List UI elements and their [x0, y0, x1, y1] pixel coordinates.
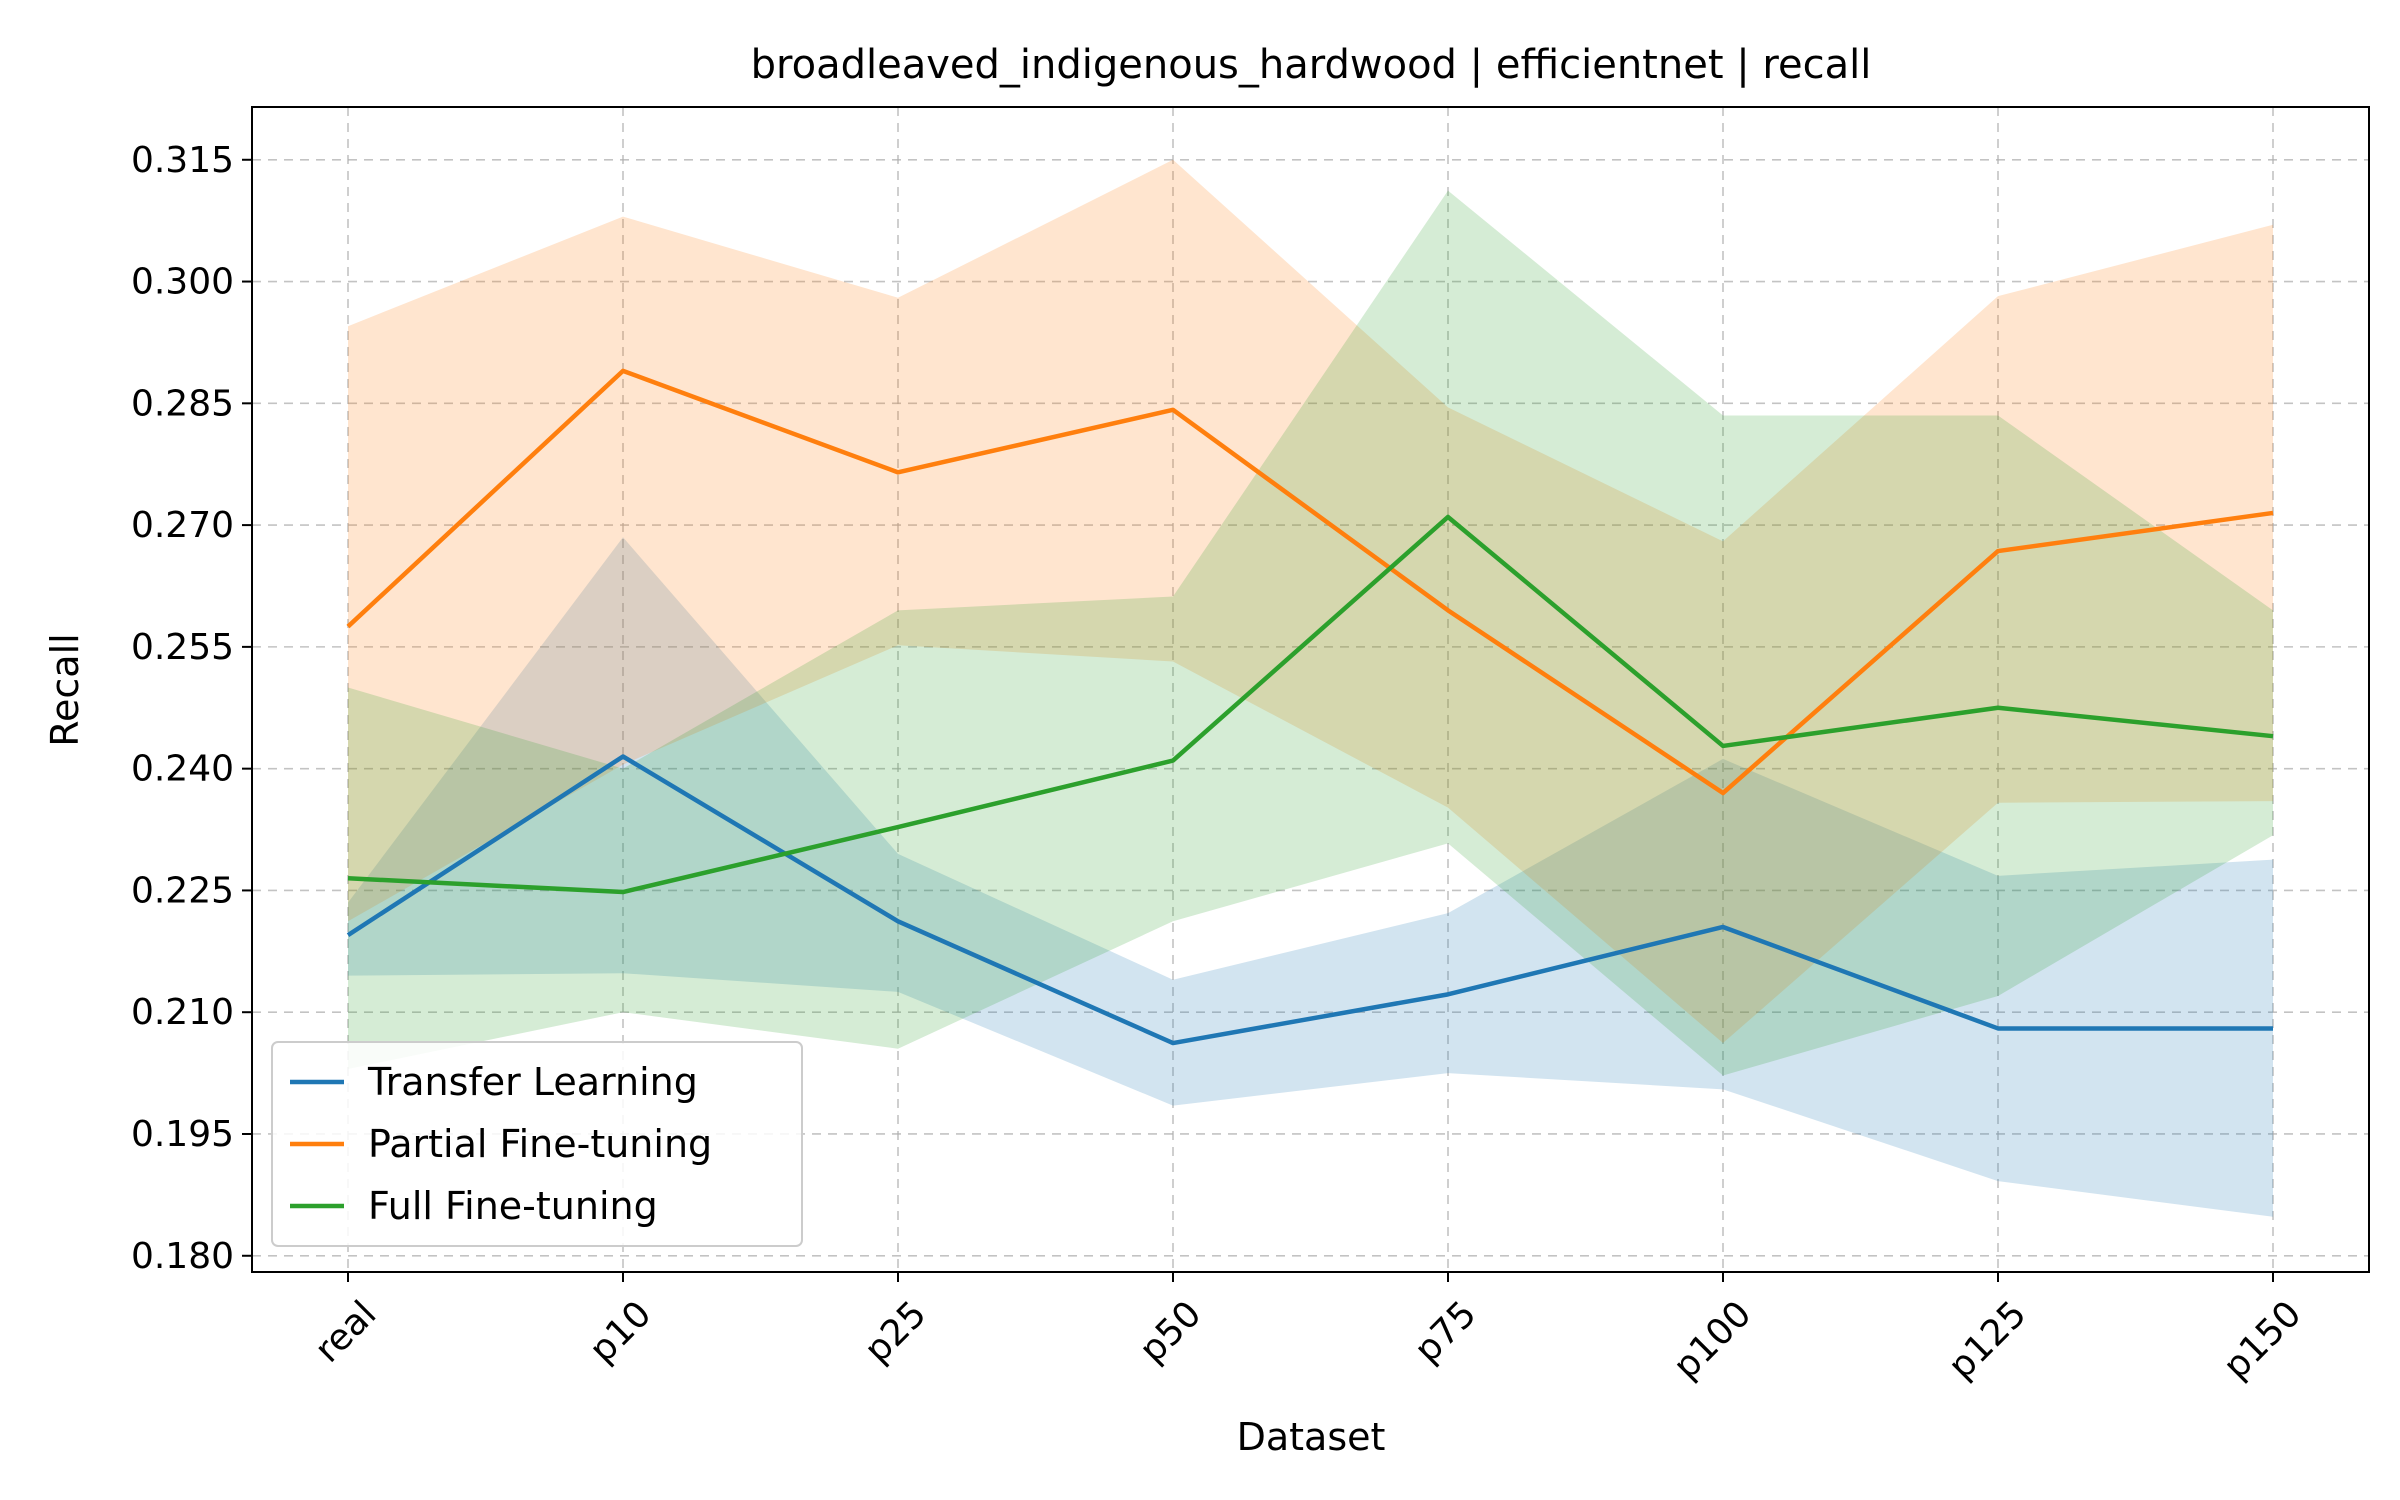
y-tick-label: 0.210 [131, 992, 234, 1033]
y-tick-label: 0.180 [131, 1236, 234, 1277]
y-tick-label: 0.270 [131, 505, 234, 546]
legend: Transfer Learning Partial Fine-tuning Full… [271, 1041, 803, 1247]
y-tick-label: 0.195 [131, 1114, 234, 1155]
series-line-2 [347, 514, 2274, 895]
x-tick-label: p100 [1666, 1293, 1760, 1387]
x-tick-label: p25 [857, 1293, 935, 1371]
y-tick-label: 0.285 [131, 383, 234, 424]
y-axis-label: Recall [43, 633, 87, 746]
y-tick-label: 0.255 [131, 627, 234, 668]
x-tick-label: p50 [1132, 1293, 1210, 1371]
x-axis-label: Dataset [1237, 1415, 1386, 1459]
plot-frame [251, 106, 2370, 1273]
legend-label: Transfer Learning [367, 1060, 698, 1104]
confidence-band-2 [348, 190, 2273, 1076]
x-axis-ticks: real p10 p25 p50 p75 p100 p125 p150 [307, 1272, 2309, 1387]
series-line-0 [346, 754, 2273, 1046]
grid-lines [252, 107, 2369, 1272]
series-line-1 [346, 368, 2274, 796]
legend-box [271, 1041, 803, 1247]
y-axis-ticks: 0.180 0.195 0.210 0.225 0.240 0.255 0.270 0.285… [131, 140, 252, 1277]
confidence-bands [348, 159, 2273, 1217]
y-tick-label: 0.300 [131, 262, 234, 303]
y-tick-label: 0.240 [131, 749, 234, 790]
legend-label: Full Fine-tuning [368, 1184, 658, 1228]
confidence-band-1 [348, 159, 2273, 1044]
x-tick-label: p150 [2216, 1293, 2310, 1387]
y-tick-label: 0.315 [131, 140, 234, 181]
x-tick-label: p125 [1941, 1293, 2035, 1387]
x-tick-label: p75 [1407, 1293, 1485, 1371]
x-tick-label: p10 [582, 1293, 660, 1371]
confidence-band-0 [348, 537, 2273, 1217]
y-tick-label: 0.225 [131, 870, 234, 911]
legend-label: Partial Fine-tuning [368, 1122, 712, 1166]
x-tick-label: real [307, 1293, 384, 1370]
chart-title: broadleaved_indigenous_hardwood | effici… [751, 42, 1872, 88]
series-lines [346, 368, 2274, 1046]
